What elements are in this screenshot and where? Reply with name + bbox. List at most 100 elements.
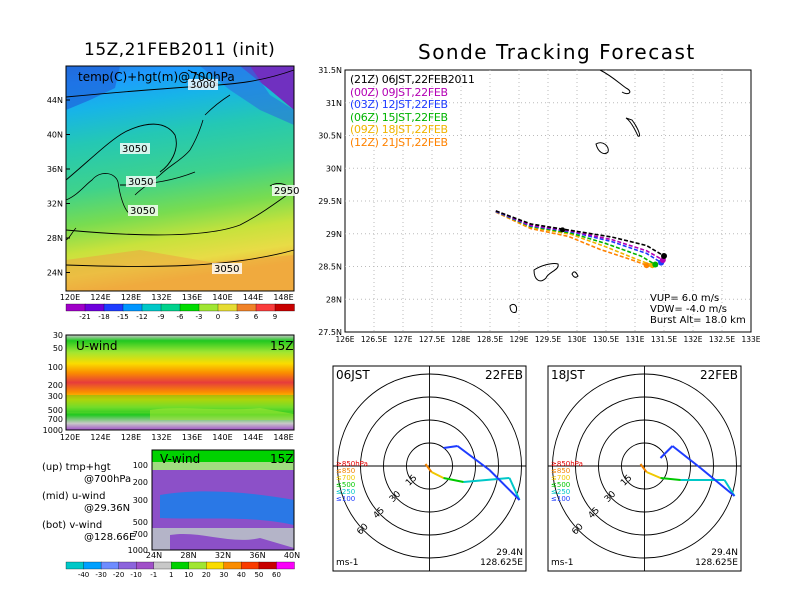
v-lat-tick: 36N (249, 551, 265, 560)
v-level-tick: 1000 (128, 546, 148, 555)
u-lon-tick: 120E (60, 433, 80, 442)
wind-colorbar-tick: 50 (254, 571, 263, 579)
u-level-tick: 500 (48, 406, 63, 415)
map-label: temp(C)+hgt(m)@700hPa (78, 70, 235, 84)
track-legend-item: (03Z) 12JST,22FEB (350, 98, 448, 111)
hodograph-trace (639, 463, 648, 473)
hodograph-level-label: ≥850hPa (551, 460, 583, 468)
wind-colorbar-swatch (171, 561, 190, 570)
v-wind-label: V-wind (160, 452, 201, 466)
colorbar-swatch (198, 303, 219, 312)
track-lat-tick: 31N (326, 99, 342, 108)
hodograph-trace (456, 445, 491, 471)
v-lat-tick: 32N (215, 551, 231, 560)
hodograph-time: 06JST (336, 368, 370, 382)
note-detail: @128.66E (84, 532, 136, 543)
colorbar-swatch (255, 303, 276, 312)
wind-colorbar-tick: -30 (95, 571, 106, 579)
lat-tick-label: 28N (47, 234, 63, 243)
wind-colorbar-swatch (83, 561, 102, 570)
lon-tick-label: 132E (151, 293, 171, 302)
track-lat-tick: 27.5N (318, 328, 342, 337)
u-lon-tick: 144E (243, 433, 263, 442)
hodograph-level-label: ≥850hPa (336, 460, 368, 468)
hodograph-lon: 128.625E (695, 558, 738, 568)
u-lon-tick: 132E (151, 433, 171, 442)
v-lat-tick: 40N (284, 551, 300, 560)
hodograph-date: 22FEB (485, 368, 523, 382)
track-lon-tick: 129E (509, 335, 528, 344)
wind-colorbar-tick: 30 (219, 571, 228, 579)
wind-colorbar-tick: -40 (78, 571, 89, 579)
u-level-tick: 1000 (43, 426, 63, 435)
hodograph-trace (671, 445, 702, 469)
wind-colorbar-tick: 10 (184, 571, 193, 579)
lon-tick-label: 148E (273, 293, 293, 302)
track-legend-item: (06Z) 15JST,22FEB (350, 110, 448, 124)
contour-label: 3000 (190, 80, 215, 91)
lat-tick-label: 32N (47, 200, 63, 209)
track-frame (344, 69, 752, 333)
wind-colorbar-swatch (223, 561, 243, 570)
wind-colorbar-swatch (206, 561, 225, 570)
contour-label: 3050 (214, 264, 239, 275)
hodograph-date: 22FEB (700, 368, 738, 382)
track-legend-item: (09Z) 18JST,22FEB (350, 123, 448, 136)
track-lat-tick: 30.5N (318, 132, 342, 141)
hodograph-trace (699, 467, 736, 497)
track-lon-tick: 126E (335, 335, 354, 344)
lat-tick-label: 40N (47, 131, 63, 140)
hodograph-level-label: ≤100 (336, 495, 355, 503)
lat-tick-label: 24N (47, 269, 63, 278)
colorbar-tick: -15 (117, 313, 128, 321)
wind-colorbar-swatch (276, 561, 295, 570)
v-lat-tick: 28N (180, 551, 196, 560)
wind-colorbar-swatch (100, 561, 120, 570)
track-lat-tick: 30N (326, 164, 342, 173)
lat-tick-label: 36N (47, 165, 63, 174)
track-info-line: VUP= 6.0 m/s (650, 293, 720, 304)
hodograph-trace (646, 471, 661, 479)
hodograph-level-label: ≤700 (336, 474, 355, 482)
colorbar-tick: 6 (254, 313, 259, 321)
colorbar-swatch (160, 303, 181, 312)
track-legend-item: (00Z) 09JST,22FEB (350, 85, 448, 99)
colorbar-tick: 3 (235, 313, 239, 321)
u-lon-tick: 124E (90, 433, 110, 442)
wind-colorbar-swatch (65, 561, 85, 570)
hodograph-lon: 128.625E (480, 558, 523, 568)
contour-label-bg (126, 176, 156, 187)
track-lon-tick: 127.5E (419, 335, 445, 344)
track-lat-tick: 28N (326, 295, 342, 304)
u-level-tick: 700 (48, 415, 63, 424)
note-tag: (bot) v-wind (42, 520, 103, 531)
u-level-tick: 200 (48, 381, 63, 390)
note-detail: @700hPa (84, 474, 132, 485)
u-lon-tick: 140E (212, 433, 232, 442)
v-wind-time: 15Z (270, 452, 294, 466)
colorbar-tick: 9 (273, 313, 277, 321)
track-lon-tick: 129.5E (535, 335, 561, 344)
hodograph-level-label: ≤250 (551, 488, 570, 496)
track-info-line: Burst Alt= 18.0 km (650, 315, 746, 326)
wind-colorbar-tick: 40 (237, 571, 246, 579)
track-info-line: VDW= -4.0 m/s (650, 304, 727, 315)
track-lon-tick: 132.5E (709, 335, 735, 344)
track-lon-tick: 130E (567, 335, 586, 344)
wind-colorbar-tick: -10 (130, 571, 141, 579)
track-lon-tick: 133E (741, 335, 760, 344)
track-lon-tick: 128E (451, 335, 470, 344)
hodograph-unit: ms-1 (551, 558, 573, 568)
hodograph-trace (443, 477, 464, 483)
lon-tick-label: 120E (60, 293, 80, 302)
u-lon-tick: 128E (121, 433, 141, 442)
wind-colorbar-swatch (118, 561, 137, 570)
colorbar-swatch (236, 303, 257, 312)
track-series-line (495, 210, 664, 261)
wind-colorbar-swatch (188, 561, 207, 570)
colorbar-tick: -12 (136, 313, 147, 321)
track-lat-tick: 31.5N (318, 66, 342, 75)
track-lon-tick: 126.5E (361, 335, 387, 344)
v-level-tick: 100 (133, 461, 148, 470)
